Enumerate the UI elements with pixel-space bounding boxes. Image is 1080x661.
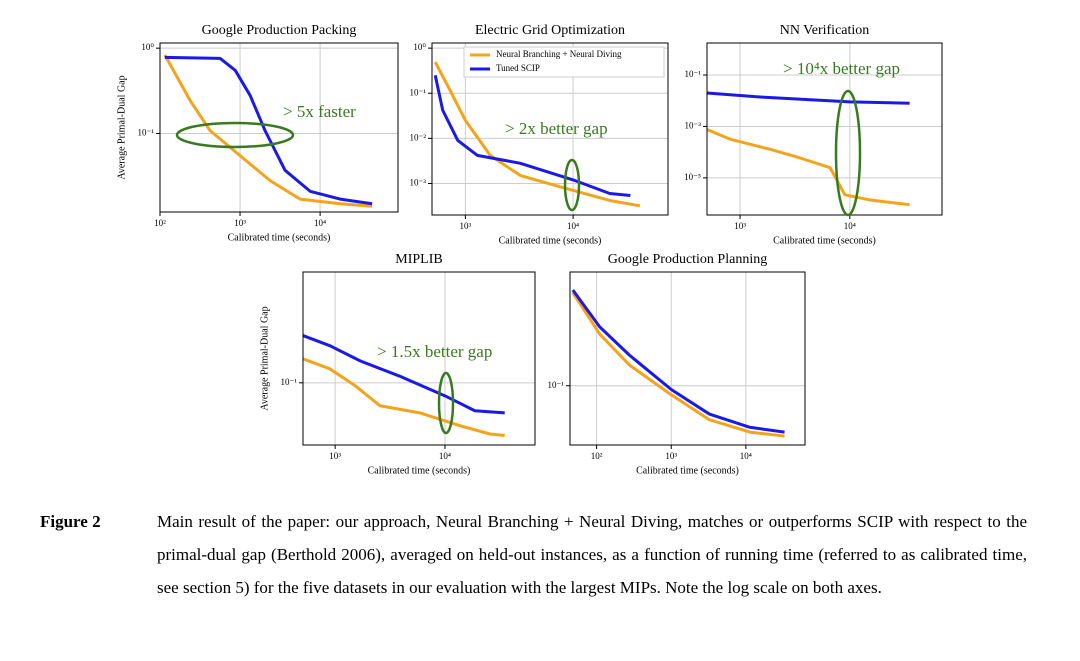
x-tick-label: 10⁴ — [740, 451, 752, 461]
y-axis-label: Average Primal-Dual Gap — [116, 75, 127, 179]
line-series — [571, 289, 785, 434]
plot-frame — [302, 271, 536, 446]
x-tick-label: 10² — [154, 218, 166, 228]
annotation: > 2x better gap — [505, 119, 608, 138]
y-tick-label: 10⁻¹ — [685, 69, 702, 79]
plot-frame — [569, 271, 806, 446]
chart-title: Google Production Packing — [202, 23, 357, 38]
y-tick-label: 10⁻¹ — [138, 128, 155, 138]
caption-text: Main result of the paper: our approach, … — [157, 512, 1027, 597]
chart-title: Electric Grid Optimization — [475, 23, 625, 38]
y-tick-label: 10⁻¹ — [548, 380, 565, 390]
line-series — [164, 55, 373, 206]
x-tick-label: 10⁴ — [567, 221, 579, 231]
x-axis-label: Calibrated time (seconds) — [368, 465, 471, 476]
line-series — [571, 291, 785, 438]
chart-title: Google Production Planning — [608, 252, 767, 267]
x-axis-label: Calibrated time (seconds) — [773, 235, 876, 246]
highlight-ellipse — [834, 89, 862, 217]
legend-box — [463, 46, 665, 78]
y-tick-label: 10⁻² — [410, 132, 427, 142]
chart-title: NN Verification — [780, 23, 870, 38]
highlight-ellipse — [175, 121, 295, 149]
x-axis-label: Calibrated time (seconds) — [636, 465, 739, 476]
line-series — [433, 61, 641, 208]
x-tick-label: 10⁴ — [314, 218, 326, 228]
highlight-ellipse — [563, 158, 581, 212]
line-series — [706, 128, 910, 207]
y-tick-label: 10⁰ — [413, 42, 426, 52]
annotation: > 5x faster — [283, 102, 356, 121]
x-tick-label: 10³ — [734, 221, 746, 231]
y-tick-label: 10⁻¹ — [281, 377, 298, 387]
x-tick-label: 10² — [591, 451, 603, 461]
y-tick-label: 10⁻⁵ — [684, 172, 701, 182]
x-tick-label: 10³ — [234, 218, 246, 228]
y-tick-label: 10⁻³ — [685, 121, 702, 131]
x-tick-label: 10⁴ — [439, 451, 451, 461]
line-series — [302, 357, 505, 437]
annotation: > 1.5x better gap — [377, 342, 492, 361]
caption-label: Figure 2 — [40, 512, 101, 531]
line-series — [706, 91, 910, 105]
y-tick-label: 10⁻³ — [410, 178, 427, 188]
annotation: > 10⁴x better gap — [783, 59, 900, 78]
figure: Google Production Packing 10² 10³ 10⁴ 10⁰ 10⁻… — [116, 23, 943, 476]
plot-frame — [159, 42, 399, 213]
plot-frame — [431, 42, 669, 216]
legend-label: Tuned SCIP — [496, 63, 540, 73]
x-axis-label: Calibrated time (seconds) — [499, 235, 602, 246]
plot-frame — [706, 42, 943, 216]
x-tick-label: 10³ — [329, 451, 341, 461]
y-axis-label: Average Primal-Dual Gap — [259, 306, 270, 410]
x-tick-label: 10³ — [665, 451, 677, 461]
highlight-ellipse — [437, 371, 455, 435]
y-tick-label: 10⁰ — [141, 42, 154, 52]
legend-label: Neural Branching + Neural Diving — [496, 49, 622, 59]
line-series — [433, 74, 631, 198]
x-tick-label: 10³ — [460, 221, 472, 231]
x-axis-label: Calibrated time (seconds) — [228, 232, 331, 243]
line-series — [302, 334, 505, 415]
x-tick-label: 10⁴ — [844, 221, 856, 231]
y-tick-label: 10⁻¹ — [410, 87, 427, 97]
chart-title: MIPLIB — [395, 252, 442, 267]
line-series — [163, 54, 373, 208]
